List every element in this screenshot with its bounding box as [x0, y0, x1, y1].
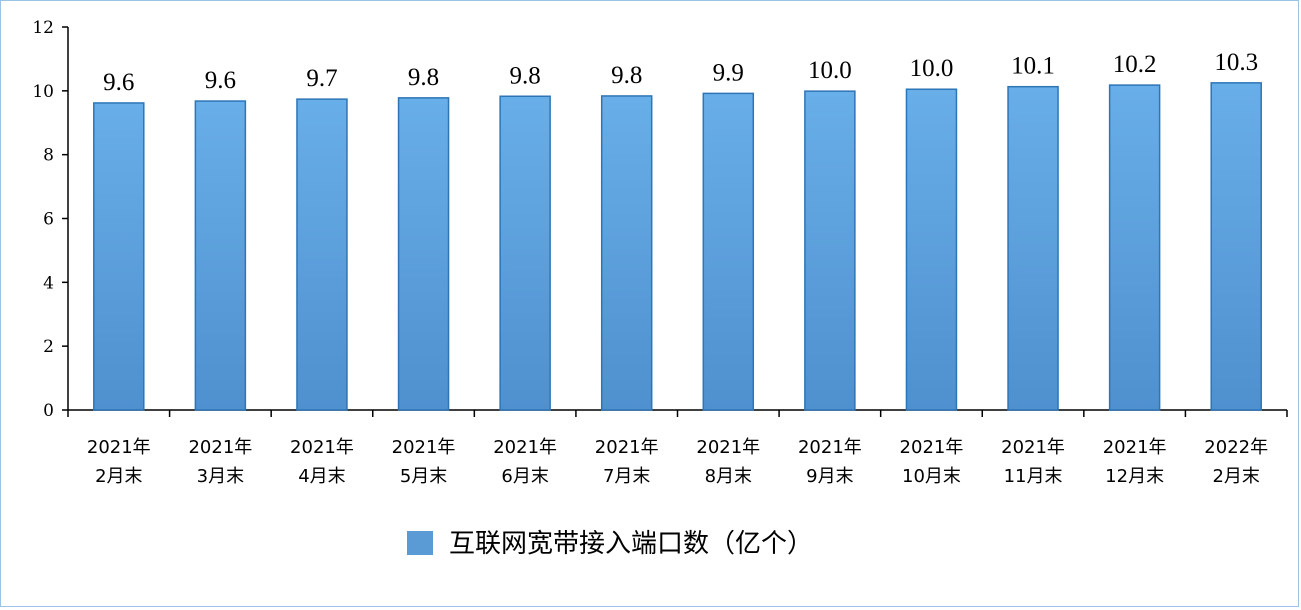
y-tick-label: 6: [43, 210, 54, 230]
x-tick-label-year: 2021年: [87, 437, 151, 458]
legend-swatch: [407, 531, 433, 555]
x-tick-label-year: 2021年: [290, 437, 354, 458]
x-tick-label-year: 2021年: [1001, 437, 1065, 458]
x-tick-label-year: 2021年: [493, 437, 557, 458]
x-tick-label-year: 2021年: [798, 437, 862, 458]
x-tick-label-month: 9月末: [806, 466, 853, 487]
data-label: 10.0: [808, 57, 852, 84]
data-label: 9.8: [611, 62, 642, 89]
bar: [804, 90, 856, 411]
y-tick-label: 12: [32, 18, 54, 38]
bar: [296, 98, 348, 411]
bar: [1108, 84, 1161, 411]
x-tick-label-year: 2021年: [900, 437, 964, 458]
bar: [905, 88, 958, 411]
x-tick-label-month: 6月末: [501, 466, 548, 487]
bar: [1007, 85, 1059, 411]
x-tick-label-year: 2021年: [696, 437, 760, 458]
data-labels: 9.6 9.6 9.7 9.8 9.8 9.8 9.9 10.0 10.0 10.1 10.2 10.…: [103, 49, 1258, 96]
data-label: 9.6: [103, 69, 134, 96]
y-tick-label: 4: [43, 273, 54, 293]
x-tick-label-month: 4月末: [298, 466, 345, 487]
x-tick-label-year: 2021年: [595, 437, 659, 458]
data-label: 9.6: [205, 67, 236, 94]
x-tick-label-month: 5月末: [400, 466, 447, 487]
bar: [600, 95, 653, 411]
data-label: 10.1: [1011, 53, 1055, 80]
x-tick-label-year: 2022年: [1204, 437, 1268, 458]
data-label: 9.9: [713, 59, 744, 86]
x-tick-label-year: 2021年: [392, 437, 456, 458]
bar: [499, 95, 551, 411]
x-tick-label-month: 10月末: [902, 466, 961, 487]
y-tick-label: 8: [43, 146, 54, 166]
bar: [194, 100, 247, 411]
legend: 互联网宽带接入端口数（亿个）: [407, 529, 813, 559]
data-label: 10.2: [1113, 51, 1157, 78]
data-label: 10.3: [1214, 49, 1258, 76]
bar: [1210, 82, 1262, 411]
x-axis: 2021年 2月末 2021年 3月末 2021年 4月末 2021年 5月末 2021年 6月末…: [67, 409, 1288, 487]
bar-series: [93, 82, 1262, 411]
x-tick-label-year: 2021年: [188, 437, 252, 458]
legend-label: 互联网宽带接入端口数（亿个）: [449, 529, 813, 559]
y-tick-label: 2: [43, 337, 54, 357]
data-label: 9.8: [408, 64, 439, 91]
data-label: 10.0: [910, 55, 954, 82]
x-tick-label-month: 11月末: [1004, 466, 1063, 487]
x-tick-label-month: 12月末: [1105, 466, 1164, 487]
x-tick-label-month: 8月末: [705, 466, 752, 487]
x-tick-label-month: 7月末: [603, 466, 650, 487]
data-label: 9.7: [306, 65, 337, 92]
x-tick-label-month: 2月末: [1212, 466, 1259, 487]
bar: [397, 97, 450, 411]
data-label: 9.8: [510, 62, 541, 89]
y-tick-label: 10: [32, 82, 54, 102]
bar: [702, 92, 755, 411]
y-axis: 0 2 4 6 8 10 12: [32, 18, 69, 421]
x-tick-label-year: 2021年: [1103, 437, 1167, 458]
y-tick-label: 0: [43, 401, 54, 421]
x-tick-label-month: 3月末: [197, 466, 244, 487]
x-tick-label-month: 2月末: [95, 466, 142, 487]
bar: [93, 102, 145, 411]
